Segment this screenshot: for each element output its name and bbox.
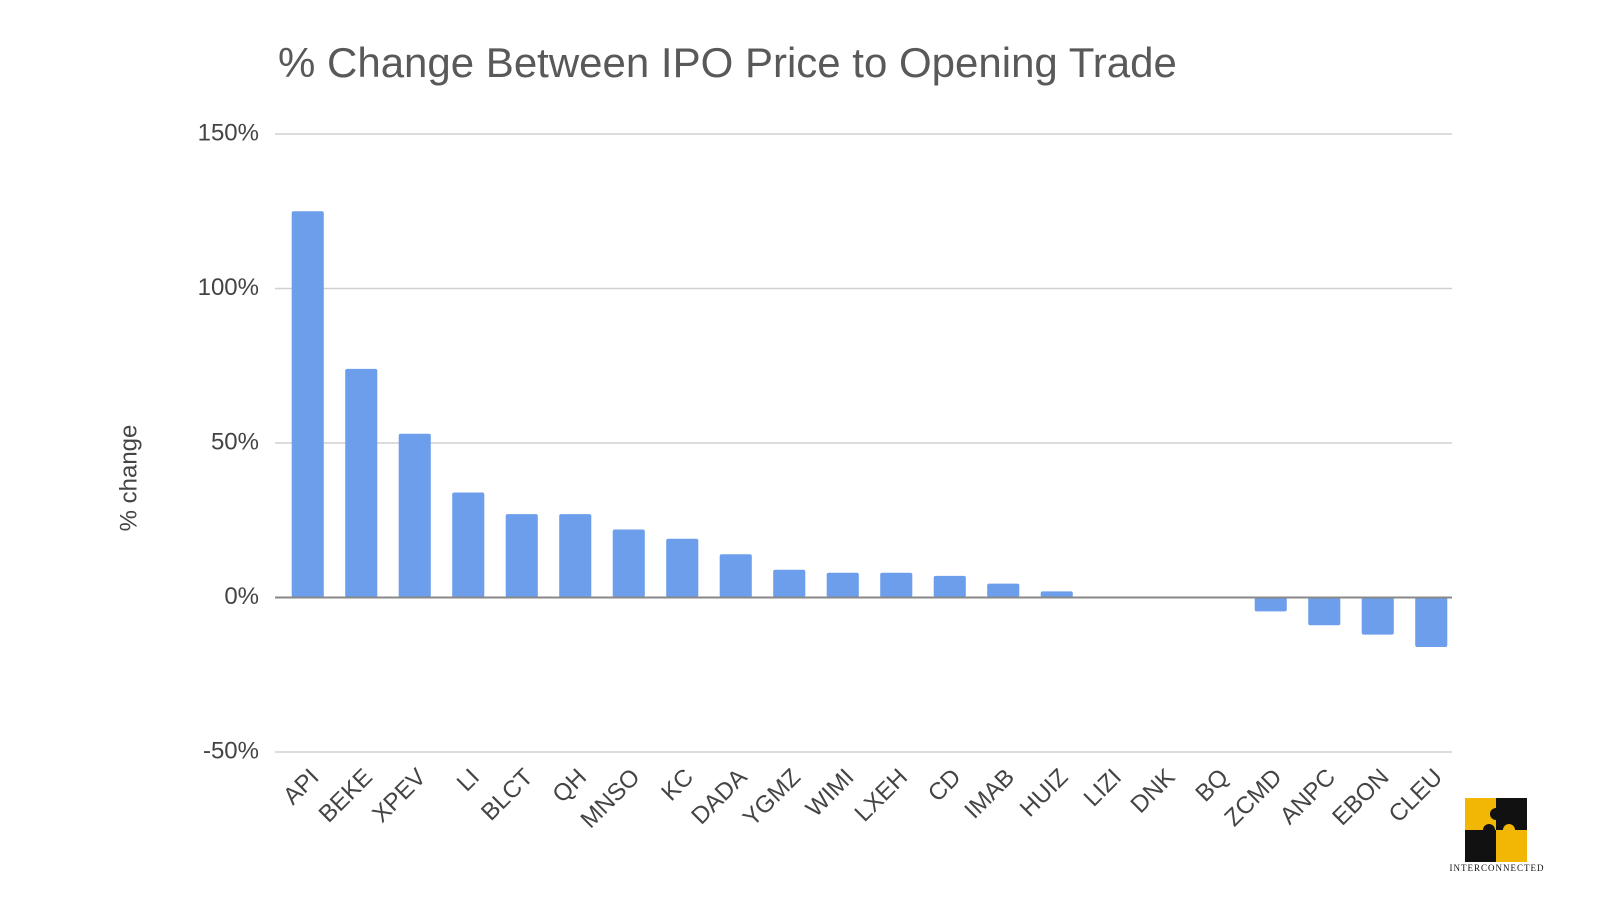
logo-piece — [1465, 824, 1496, 862]
logo: INTERCONNECTED — [1450, 798, 1545, 873]
bar — [987, 583, 1020, 598]
bar — [773, 569, 806, 598]
bar — [612, 529, 645, 598]
bar — [505, 514, 538, 598]
y-tick-label: 100% — [198, 274, 259, 301]
bar — [880, 572, 913, 598]
y-axis-label: % change — [115, 425, 142, 532]
bar — [1040, 591, 1073, 598]
bar — [826, 572, 859, 598]
bar — [559, 514, 592, 598]
chart-title: % Change Between IPO Price to Opening Tr… — [278, 39, 1177, 86]
logo-piece — [1490, 798, 1527, 830]
bar — [933, 575, 966, 598]
bar — [452, 492, 485, 598]
bar — [666, 538, 699, 598]
logo-text: INTERCONNECTED — [1450, 863, 1545, 873]
y-tick-label: 50% — [211, 428, 259, 455]
bar — [1361, 597, 1394, 635]
bar — [291, 211, 324, 598]
y-tick-label: -50% — [203, 737, 259, 764]
bar — [398, 433, 431, 598]
bar — [1308, 597, 1341, 626]
bar — [1415, 597, 1448, 647]
bar — [719, 554, 752, 598]
y-tick-label: 150% — [198, 119, 259, 146]
bar — [345, 368, 378, 598]
bar — [1254, 597, 1287, 612]
y-tick-label: 0% — [224, 583, 259, 610]
